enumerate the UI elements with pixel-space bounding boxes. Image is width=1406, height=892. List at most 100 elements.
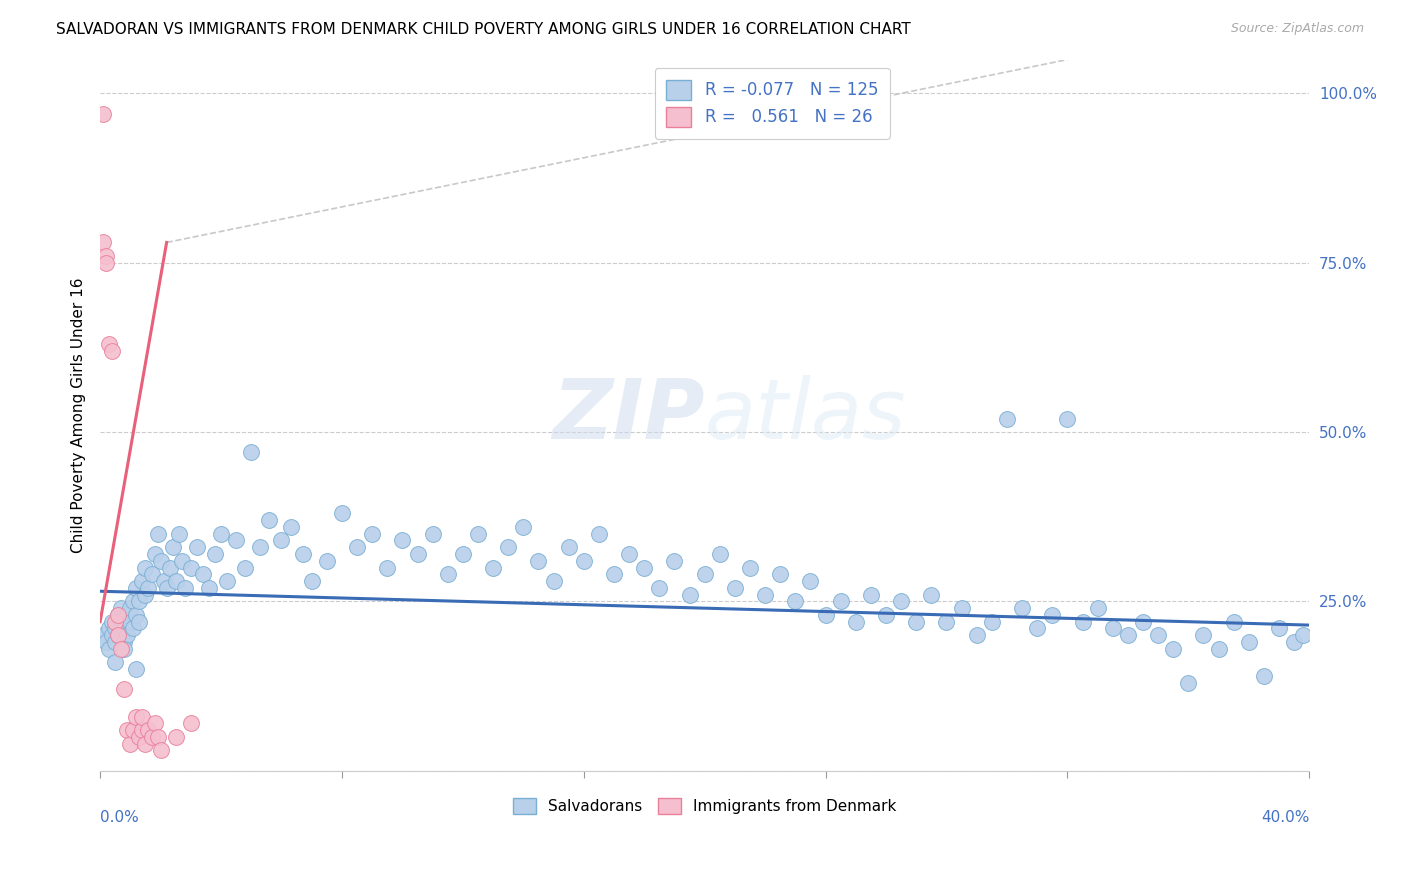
- Point: [785, 594, 807, 608]
- Point: [709, 547, 731, 561]
- Point: [875, 607, 897, 622]
- Point: [112, 682, 135, 697]
- Point: [391, 533, 413, 548]
- Point: [204, 547, 226, 561]
- Legend: Salvadorans, Immigrants from Denmark: Salvadorans, Immigrants from Denmark: [508, 792, 903, 820]
- Point: [159, 560, 181, 574]
- Point: [693, 567, 716, 582]
- Point: [249, 540, 271, 554]
- Text: atlas: atlas: [704, 375, 907, 456]
- Point: [152, 574, 174, 588]
- Point: [141, 567, 163, 582]
- Point: [966, 628, 988, 642]
- Point: [104, 622, 127, 636]
- Point: [122, 723, 145, 737]
- Point: [240, 445, 263, 459]
- Point: [98, 337, 121, 351]
- Point: [128, 730, 150, 744]
- Point: [143, 547, 166, 561]
- Y-axis label: Child Poverty Among Girls Under 16: Child Poverty Among Girls Under 16: [72, 277, 86, 553]
- Point: [678, 588, 700, 602]
- Text: SALVADORAN VS IMMIGRANTS FROM DENMARK CHILD POVERTY AMONG GIRLS UNDER 16 CORRELA: SALVADORAN VS IMMIGRANTS FROM DENMARK CH…: [56, 22, 911, 37]
- Point: [724, 581, 747, 595]
- Point: [141, 730, 163, 744]
- Point: [112, 635, 135, 649]
- Point: [315, 554, 337, 568]
- Point: [101, 615, 124, 629]
- Point: [1116, 628, 1139, 642]
- Point: [496, 540, 519, 554]
- Point: [180, 716, 202, 731]
- Point: [112, 622, 135, 636]
- Point: [603, 567, 626, 582]
- Point: [107, 628, 129, 642]
- Point: [467, 526, 489, 541]
- Point: [149, 554, 172, 568]
- Point: [107, 607, 129, 622]
- Point: [138, 723, 160, 737]
- Point: [995, 411, 1018, 425]
- Point: [104, 656, 127, 670]
- Point: [617, 547, 640, 561]
- Point: [422, 526, 444, 541]
- Point: [186, 540, 208, 554]
- Point: [101, 343, 124, 358]
- Point: [180, 560, 202, 574]
- Point: [1040, 607, 1063, 622]
- Point: [112, 641, 135, 656]
- Point: [191, 567, 214, 582]
- Point: [96, 249, 118, 263]
- Point: [98, 622, 121, 636]
- Point: [125, 581, 148, 595]
- Point: [950, 601, 973, 615]
- Point: [131, 723, 153, 737]
- Point: [1132, 615, 1154, 629]
- Text: 0.0%: 0.0%: [100, 810, 139, 825]
- Point: [935, 615, 957, 629]
- Point: [1292, 628, 1315, 642]
- Point: [633, 560, 655, 574]
- Point: [122, 594, 145, 608]
- Point: [198, 581, 221, 595]
- Point: [754, 588, 776, 602]
- Point: [225, 533, 247, 548]
- Point: [117, 723, 139, 737]
- Point: [1161, 641, 1184, 656]
- Point: [91, 235, 114, 250]
- Point: [451, 547, 474, 561]
- Point: [101, 628, 124, 642]
- Point: [128, 615, 150, 629]
- Point: [98, 641, 121, 656]
- Point: [120, 615, 142, 629]
- Point: [482, 560, 505, 574]
- Point: [259, 513, 281, 527]
- Point: [110, 601, 132, 615]
- Point: [361, 526, 384, 541]
- Point: [291, 547, 314, 561]
- Point: [131, 574, 153, 588]
- Point: [1011, 601, 1033, 615]
- Point: [588, 526, 610, 541]
- Point: [1101, 622, 1123, 636]
- Point: [270, 533, 292, 548]
- Text: ZIP: ZIP: [553, 375, 704, 456]
- Point: [120, 601, 142, 615]
- Point: [156, 581, 179, 595]
- Point: [165, 574, 187, 588]
- Point: [125, 709, 148, 723]
- Point: [125, 607, 148, 622]
- Point: [1237, 635, 1260, 649]
- Point: [1253, 669, 1275, 683]
- Point: [96, 256, 118, 270]
- Point: [146, 526, 169, 541]
- Point: [280, 520, 302, 534]
- Point: [1268, 622, 1291, 636]
- Point: [110, 641, 132, 656]
- Point: [165, 730, 187, 744]
- Point: [406, 547, 429, 561]
- Point: [1026, 622, 1049, 636]
- Point: [170, 554, 193, 568]
- Point: [890, 594, 912, 608]
- Point: [110, 615, 132, 629]
- Point: [1056, 411, 1078, 425]
